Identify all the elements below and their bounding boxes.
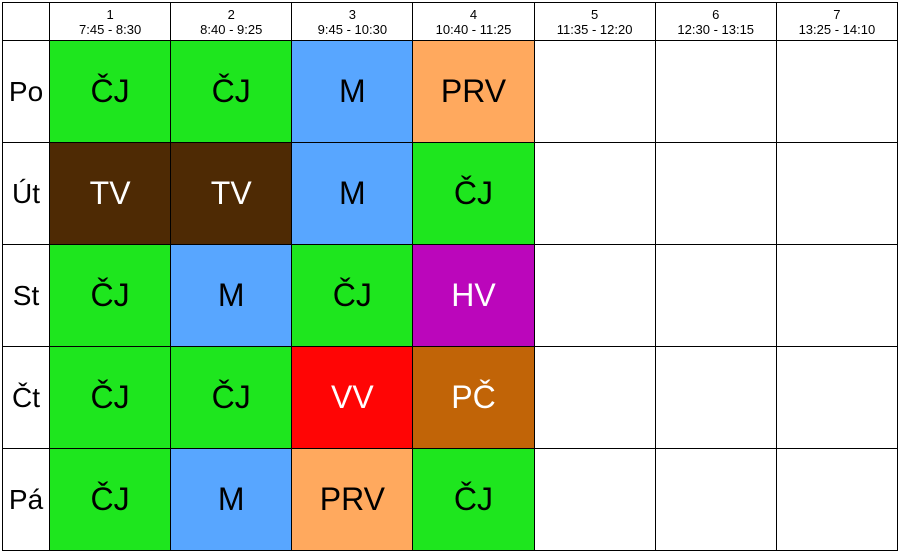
lesson-cell: M xyxy=(170,244,293,347)
day-label: Út xyxy=(1,142,51,245)
day-label: Pá xyxy=(1,448,51,551)
subject-label: M xyxy=(339,175,366,211)
subject-label: M xyxy=(217,277,245,313)
period-number: 4 xyxy=(469,6,478,22)
day-row: Čt ČJ ČJ VV PČ xyxy=(1,346,899,449)
period-number: 2 xyxy=(227,6,235,22)
period-time: 8:40 - 9:25 xyxy=(200,21,263,37)
subject-label: PRV xyxy=(319,481,385,517)
lesson-cell xyxy=(775,244,899,347)
period-number: 1 xyxy=(106,6,114,22)
subject-label: ČJ xyxy=(90,379,130,415)
lesson-cell xyxy=(775,142,899,245)
subject-label: PČ xyxy=(451,379,496,415)
lesson-cell: ČJ xyxy=(412,448,535,551)
lesson-cell xyxy=(533,244,656,347)
day-label: Čt xyxy=(1,346,51,449)
subject-label: ČJ xyxy=(453,175,494,211)
subject-label: TV xyxy=(89,175,131,211)
lesson-cell xyxy=(654,142,777,245)
lesson-cell: ČJ xyxy=(49,346,172,449)
period-header: 3 9:45 - 10:30 xyxy=(291,2,414,41)
lesson-cell xyxy=(654,244,777,347)
corner-cell xyxy=(1,2,51,41)
lesson-cell: PRV xyxy=(291,448,414,551)
lesson-cell: M xyxy=(170,448,293,551)
subject-label: PRV xyxy=(440,73,507,109)
day-row: St ČJ M ČJ HV xyxy=(1,244,899,347)
lesson-cell: M xyxy=(291,142,414,245)
subject-label: ČJ xyxy=(332,277,372,313)
lesson-cell xyxy=(775,448,899,551)
subject-label: M xyxy=(217,481,245,517)
period-time: 7:45 - 8:30 xyxy=(79,21,142,37)
lesson-cell: VV xyxy=(291,346,414,449)
subject-label: VV xyxy=(331,379,374,415)
subject-label: ČJ xyxy=(211,379,251,415)
period-number: 6 xyxy=(712,6,720,22)
subject-label: ČJ xyxy=(90,73,130,109)
lesson-cell: TV xyxy=(49,142,172,245)
period-header: 7 13:25 - 14:10 xyxy=(775,2,899,41)
lesson-cell xyxy=(654,448,777,551)
subject-label: ČJ xyxy=(90,277,130,313)
lesson-cell: ČJ xyxy=(49,448,172,551)
period-time: 10:40 - 11:25 xyxy=(435,21,512,37)
day-row: Út TV TV M ČJ xyxy=(1,142,899,245)
lesson-cell xyxy=(654,346,777,449)
lesson-cell xyxy=(775,40,899,143)
period-time: 13:25 - 14:10 xyxy=(798,21,876,37)
period-number: 5 xyxy=(590,6,599,22)
period-time: 12:30 - 13:15 xyxy=(677,21,755,37)
lesson-cell: TV xyxy=(170,142,293,245)
period-header-row: 1 7:45 - 8:30 2 8:40 - 9:25 3 9:45 - 10:30 … xyxy=(1,2,899,41)
period-header: 2 8:40 - 9:25 xyxy=(170,2,293,41)
period-number: 3 xyxy=(348,6,356,22)
period-header: 4 10:40 - 11:25 xyxy=(412,2,535,41)
day-label: Po xyxy=(1,40,51,143)
period-header: 6 12:30 - 13:15 xyxy=(654,2,777,41)
subject-label: ČJ xyxy=(90,481,130,517)
period-time: 9:45 - 10:30 xyxy=(317,21,388,37)
lesson-cell: ČJ xyxy=(170,346,293,449)
lesson-cell: ČJ xyxy=(291,244,414,347)
lesson-cell xyxy=(533,346,656,449)
lesson-cell: PČ xyxy=(412,346,535,449)
subject-label: TV xyxy=(210,175,252,211)
subject-label: HV xyxy=(451,277,496,313)
subject-label: M xyxy=(339,73,366,109)
lesson-cell: PRV xyxy=(412,40,535,143)
lesson-cell: ČJ xyxy=(49,244,172,347)
lesson-cell: ČJ xyxy=(412,142,535,245)
lesson-cell xyxy=(533,142,656,245)
period-header: 1 7:45 - 8:30 xyxy=(49,2,172,41)
lesson-cell: HV xyxy=(412,244,535,347)
lesson-cell: ČJ xyxy=(170,40,293,143)
lesson-cell: ČJ xyxy=(49,40,172,143)
period-header: 5 11:35 - 12:20 xyxy=(533,2,656,41)
subject-label: ČJ xyxy=(453,481,494,517)
lesson-cell xyxy=(533,40,656,143)
lesson-cell xyxy=(654,40,777,143)
lesson-cell: M xyxy=(291,40,414,143)
lesson-cell xyxy=(533,448,656,551)
day-row: Po ČJ ČJ M PRV xyxy=(1,40,899,143)
period-time: 11:35 - 12:20 xyxy=(556,21,633,37)
period-number: 7 xyxy=(833,6,841,22)
day-label: St xyxy=(1,244,51,347)
lesson-cell xyxy=(775,346,899,449)
subject-label: ČJ xyxy=(211,73,251,109)
day-row: Pá ČJ M PRV ČJ xyxy=(1,448,899,551)
